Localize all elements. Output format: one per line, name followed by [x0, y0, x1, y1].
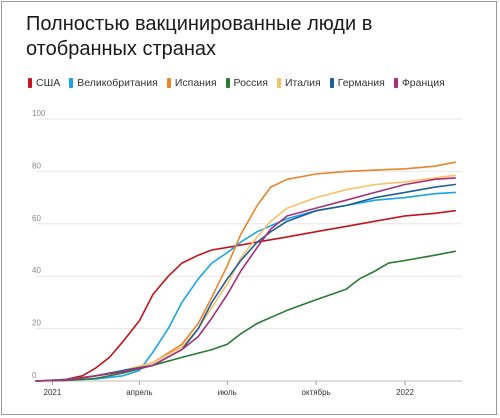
legend-item: Франция [393, 77, 445, 89]
legend-item: Россия [225, 77, 268, 89]
legend-label: Франция [401, 77, 445, 89]
legend-label: США [36, 77, 61, 89]
x-tick-label: 2021 [44, 388, 62, 397]
x-tick-label: октябрь [302, 388, 331, 397]
series-line [35, 174, 456, 382]
legend-swatch [166, 78, 171, 88]
series-line [35, 250, 456, 382]
legend-item: Германия [329, 77, 385, 89]
y-tick-label: 100 [32, 109, 46, 118]
legend-item: Италия [276, 77, 321, 89]
legend-item: США [28, 77, 60, 89]
legend-swatch [393, 78, 398, 88]
legend-item: Испания [166, 77, 217, 89]
legend-label: Германия [337, 77, 385, 89]
chart-legend: США Великобритания Испания Россия Италия Герм… [28, 77, 478, 93]
series-line [35, 209, 456, 382]
legend-swatch [225, 78, 230, 88]
legend-label: Великобритания [77, 77, 158, 89]
legend-label: Россия [233, 77, 268, 89]
series-line [35, 183, 456, 382]
x-tick-label: июль [218, 388, 237, 397]
y-tick-label: 60 [32, 214, 41, 223]
y-tick-label: 20 [32, 319, 41, 328]
legend-swatch [329, 78, 334, 88]
y-tick-label: 40 [32, 266, 41, 275]
series-line [35, 191, 456, 382]
legend-label: Италия [284, 77, 321, 89]
chart-title: Полностью вакцинированные люди в отобран… [26, 13, 373, 60]
series-line [35, 177, 456, 382]
legend-swatch [276, 78, 281, 88]
legend-swatch [28, 78, 32, 88]
y-tick-label: 0 [32, 371, 37, 380]
y-tick-label: 80 [32, 161, 41, 170]
legend-swatch [69, 78, 74, 88]
legend-label: Испания [174, 77, 217, 89]
x-tick-label: апрель [126, 388, 152, 397]
legend-item: Великобритания [69, 77, 158, 89]
x-tick-label: 2022 [396, 388, 414, 397]
